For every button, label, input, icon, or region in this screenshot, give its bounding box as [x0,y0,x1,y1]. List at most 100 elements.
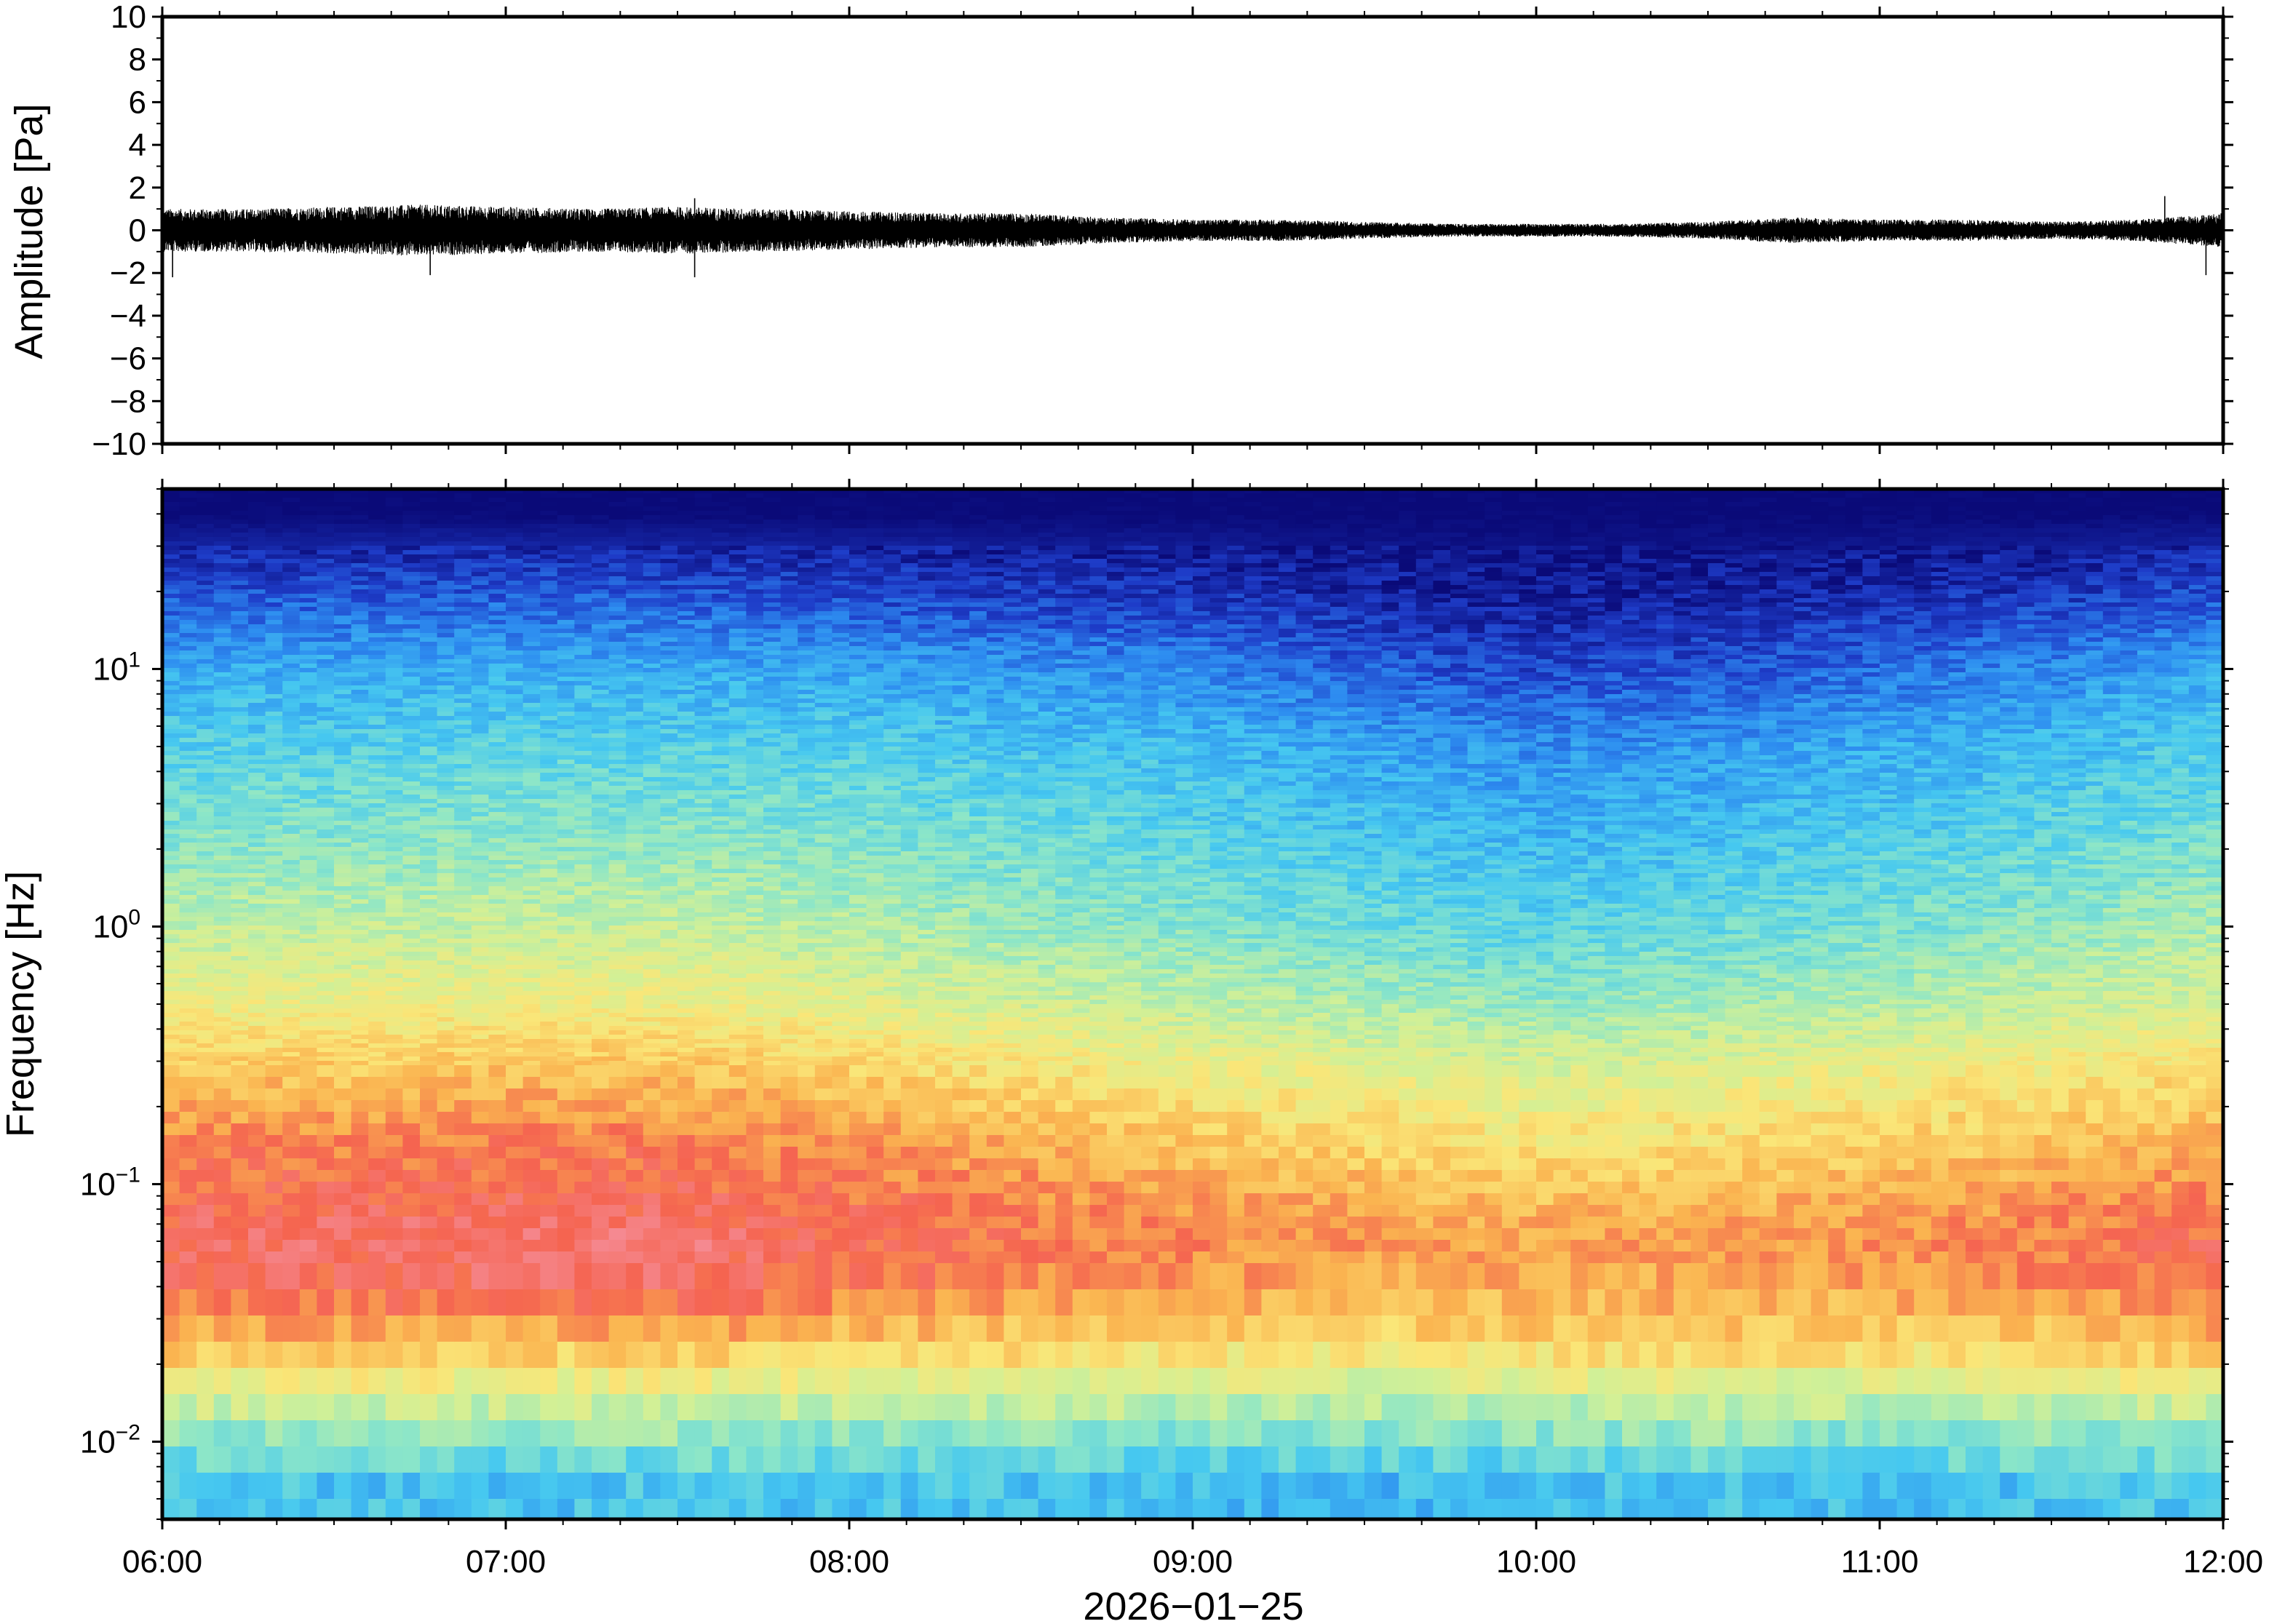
spectrogram-cell [454,659,472,664]
spectrogram-cell [196,829,215,835]
spectrogram-cell [299,1147,318,1159]
spectrogram-cell [368,703,386,708]
spectrogram-cell [454,926,472,931]
spectrogram-cell [385,965,404,970]
spectrogram-cell [557,554,576,560]
spectrogram-cell [351,511,369,516]
spectrogram-cell [660,930,678,935]
spectrogram-cell [540,882,558,887]
spectrogram-cell [213,825,232,830]
spectrogram-cell [317,642,335,647]
spectrogram-cell [574,685,592,690]
spectrogram-cell [162,974,180,979]
spectrogram-cell [282,1004,301,1009]
spectrogram-cell [488,1446,506,1473]
spectrogram-cell [437,698,455,704]
spectrogram-cell [385,633,404,638]
spectrogram-cell [471,1263,490,1290]
spectrogram-cell [540,904,558,909]
spectrogram-cell [282,659,301,664]
spectrogram-cell [213,725,232,730]
spectrogram-cell [282,524,301,529]
spectrogram-cell [265,943,283,948]
spectrogram-cell [506,838,524,843]
spectrogram-cell [522,1473,541,1500]
spectrogram-cell [299,1039,318,1044]
spectrogram-cell [299,633,318,638]
spectrogram-cell [557,716,576,721]
spectrogram-cell [660,781,678,787]
spectrogram-cell [592,1048,610,1053]
spectrogram-cell [557,1368,576,1395]
spectrogram-cell [677,725,696,730]
spectrogram-cell [299,847,318,852]
spectrogram-cell [488,1147,506,1159]
spectrogram-cell [506,1342,524,1369]
spectrogram-cell [282,952,301,957]
spectrogram-cell [574,611,592,616]
spectrogram-cell [643,563,661,568]
spectrogram-cell [608,777,627,782]
spectrogram-cell [402,733,421,739]
spectrogram-cell [643,1263,661,1290]
spectrogram-cell [282,829,301,835]
spectrogram-cell [660,886,678,891]
spectrogram-cell [317,607,335,612]
spectrogram-cell [540,921,558,926]
spectrogram-cell [213,624,232,629]
spectrogram-cell [608,685,627,690]
spectrogram-cell [592,1004,610,1009]
spectrogram-cell [385,1061,404,1066]
spectrogram-cell [368,1017,386,1022]
spectrogram-cell [402,1289,421,1316]
spectrogram-cell [626,847,644,852]
spectrogram-cell [643,677,661,682]
spectrogram-cell [437,725,455,730]
spectrogram-cell [231,1473,249,1500]
spectrogram-cell [626,629,644,634]
spectrogram-cell [557,498,576,503]
spectrogram-cell [471,520,490,525]
spectrogram-cell [282,1088,301,1101]
spectrogram-cell [196,581,215,586]
spectrogram-cell [522,926,541,931]
spectrogram-cell [402,624,421,629]
spectrogram-cell [213,1315,232,1342]
spectrogram-cell [334,1251,352,1264]
spectrogram-cell [231,559,249,564]
spectrogram-cell [488,760,506,765]
spectrogram-cell [522,1077,541,1089]
spectrogram-cell [574,965,592,970]
spectrogram-cell [557,864,576,869]
spectrogram-cell [608,969,627,974]
spectrogram-cell [231,598,249,603]
spectrogram-cell [608,563,627,568]
spectrogram-cell [282,568,301,573]
spectrogram-cell [643,1251,661,1264]
spectrogram-cell [660,1368,678,1395]
spectrogram-cell [592,943,610,948]
spectrogram-cell [265,664,283,669]
spectrogram-cell [660,1013,678,1018]
spectrogram-cell [592,777,610,782]
spectrogram-cell [454,921,472,926]
spectrogram-cell [454,773,472,778]
spectrogram-cell [213,1368,232,1395]
spectrogram-cell [608,694,627,699]
spectrogram-cell [385,825,404,830]
spectrogram-cell [368,829,386,835]
spectrogram-cell [179,1315,197,1342]
spectrogram-cell [506,1052,524,1057]
spectrogram-cell [454,712,472,717]
spectrogram-cell [437,825,455,830]
spectrogram-cell [660,1147,678,1159]
spectrogram-cell [179,650,197,656]
spectrogram-cell [334,681,352,686]
spectrogram-cell [454,825,472,830]
spectrogram-cell [540,821,558,826]
spectrogram-cell [299,1135,318,1147]
spectrogram-cell [162,1052,180,1057]
spectrogram-cell [454,803,472,808]
spectrogram-cell [643,751,661,756]
spectrogram-cell [248,895,266,900]
